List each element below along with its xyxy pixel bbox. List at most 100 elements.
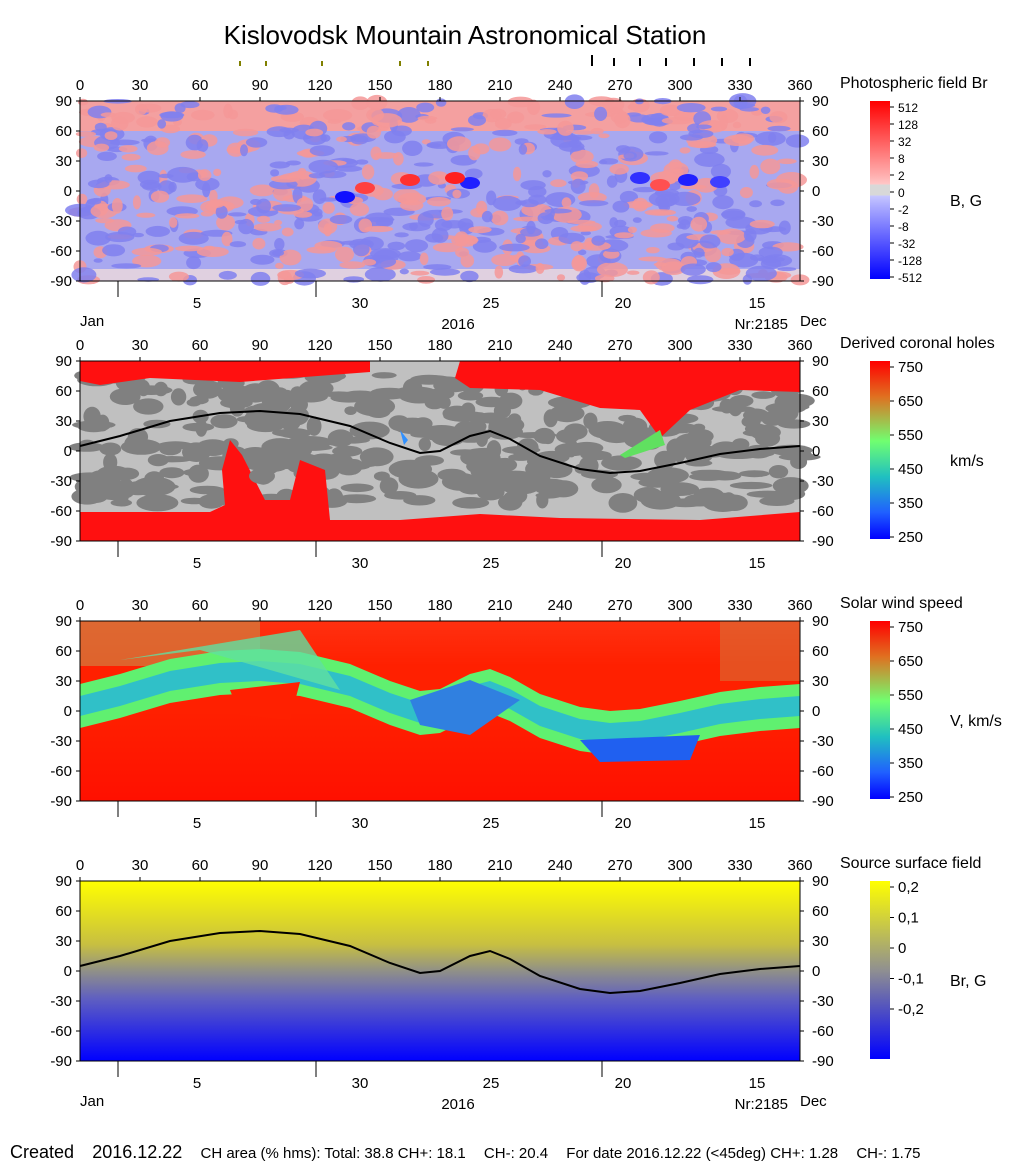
y-tick-label-right: 30 — [812, 153, 829, 170]
field-patch — [227, 212, 247, 217]
year-label: 2016 — [441, 316, 474, 333]
field-patch — [229, 241, 247, 248]
field-patch — [104, 174, 113, 183]
y-tick-label-left: -60 — [50, 503, 72, 520]
x-tick-label: 60 — [192, 77, 209, 94]
field-patch — [273, 185, 293, 201]
field-patch — [269, 161, 290, 169]
coronal-gray-patch — [418, 437, 431, 452]
y-tick-label-right: 0 — [812, 443, 820, 460]
field-patch — [111, 263, 142, 269]
field-patch — [196, 139, 209, 153]
coronal-holes-map — [68, 361, 821, 541]
field-patch — [679, 147, 691, 154]
field-patch — [77, 98, 89, 106]
colorbar-2: 750 650 550 450 350 250 — [870, 359, 923, 546]
coronal-gray-patch — [371, 372, 397, 379]
field-patch — [174, 213, 200, 219]
field-patch — [557, 120, 574, 136]
date-tick-label: 30 — [352, 295, 369, 312]
field-patch — [760, 158, 781, 175]
x-tick-label: 330 — [727, 597, 752, 614]
colorbar-tick-label: 350 — [898, 755, 923, 772]
field-patch — [494, 118, 512, 130]
field-patch — [732, 121, 742, 129]
field-patch — [518, 255, 531, 267]
month-end-label: Dec — [800, 1093, 827, 1110]
field-patch — [249, 184, 276, 197]
field-patch — [398, 251, 422, 262]
colorbar-tick-label: 128 — [898, 118, 918, 132]
coronal-gray-patch — [337, 494, 377, 504]
field-patch — [417, 115, 438, 121]
field-patch — [238, 218, 255, 235]
coronal-gray-patch — [690, 469, 728, 476]
field-patch — [294, 218, 305, 230]
field-patch — [542, 170, 552, 178]
field-patch — [661, 261, 686, 276]
coronal-gray-patch — [751, 391, 776, 399]
field-patch — [464, 168, 483, 180]
coronal-gray-patch — [153, 381, 168, 397]
y-tick-label-right: 60 — [812, 643, 829, 660]
y-tick-label-right: 30 — [812, 673, 829, 690]
x-tick-label: 300 — [667, 597, 692, 614]
x-tick-label: 0 — [76, 77, 84, 94]
field-patch — [566, 219, 596, 225]
field-patch — [336, 136, 347, 142]
coronal-gray-patch — [494, 470, 537, 486]
coronal-gray-patch — [608, 493, 638, 513]
coronal-gray-patch — [186, 398, 201, 407]
active-region — [445, 172, 465, 184]
colorbar-label: B, G — [950, 193, 982, 210]
field-patch — [646, 247, 660, 254]
field-patch — [426, 143, 442, 148]
field-patch — [739, 187, 753, 199]
field-patch — [520, 199, 539, 208]
active-region — [335, 191, 355, 203]
field-patch — [570, 178, 586, 194]
coronal-gray-patch — [499, 392, 523, 410]
field-patch — [577, 192, 607, 203]
field-patch — [770, 199, 785, 207]
x-tick-label: 300 — [667, 857, 692, 874]
field-patch — [472, 239, 497, 253]
field-patch — [105, 231, 135, 243]
field-patch — [632, 186, 658, 193]
coronal-gray-patch — [768, 465, 789, 479]
field-patch — [468, 145, 481, 161]
coronal-gray-patch — [182, 422, 215, 432]
field-patch — [769, 111, 788, 124]
x-tick-label: 300 — [667, 337, 692, 354]
field-patch — [136, 116, 158, 128]
date-tick-label: 30 — [352, 815, 369, 832]
field-patch — [372, 187, 393, 201]
coronal-gray-patch — [638, 477, 676, 488]
created-label: Created — [10, 1142, 75, 1162]
field-patch — [208, 199, 225, 208]
y-tick-label-right: 0 — [812, 963, 820, 980]
active-region — [630, 172, 650, 184]
field-patch — [178, 231, 209, 245]
y-tick-label-right: 60 — [812, 123, 829, 140]
field-patch — [524, 124, 547, 130]
colorbar-tick-label: 750 — [898, 359, 923, 376]
field-patch — [393, 152, 404, 166]
field-patch — [270, 175, 300, 183]
field-patch — [85, 230, 111, 246]
field-patch — [349, 202, 370, 217]
colorbar-gradient — [870, 881, 890, 1059]
field-patch — [281, 227, 294, 237]
field-patch — [598, 133, 610, 139]
x-tick-label: 30 — [132, 337, 149, 354]
field-patch — [169, 217, 178, 228]
field-patch — [75, 131, 96, 137]
colorbar-tick-label: 0 — [898, 940, 906, 957]
field-patch — [564, 94, 585, 109]
field-patch — [751, 144, 779, 156]
coronal-gray-patch — [471, 472, 502, 493]
field-patch — [655, 194, 677, 208]
x-tick-label: 90 — [252, 857, 269, 874]
